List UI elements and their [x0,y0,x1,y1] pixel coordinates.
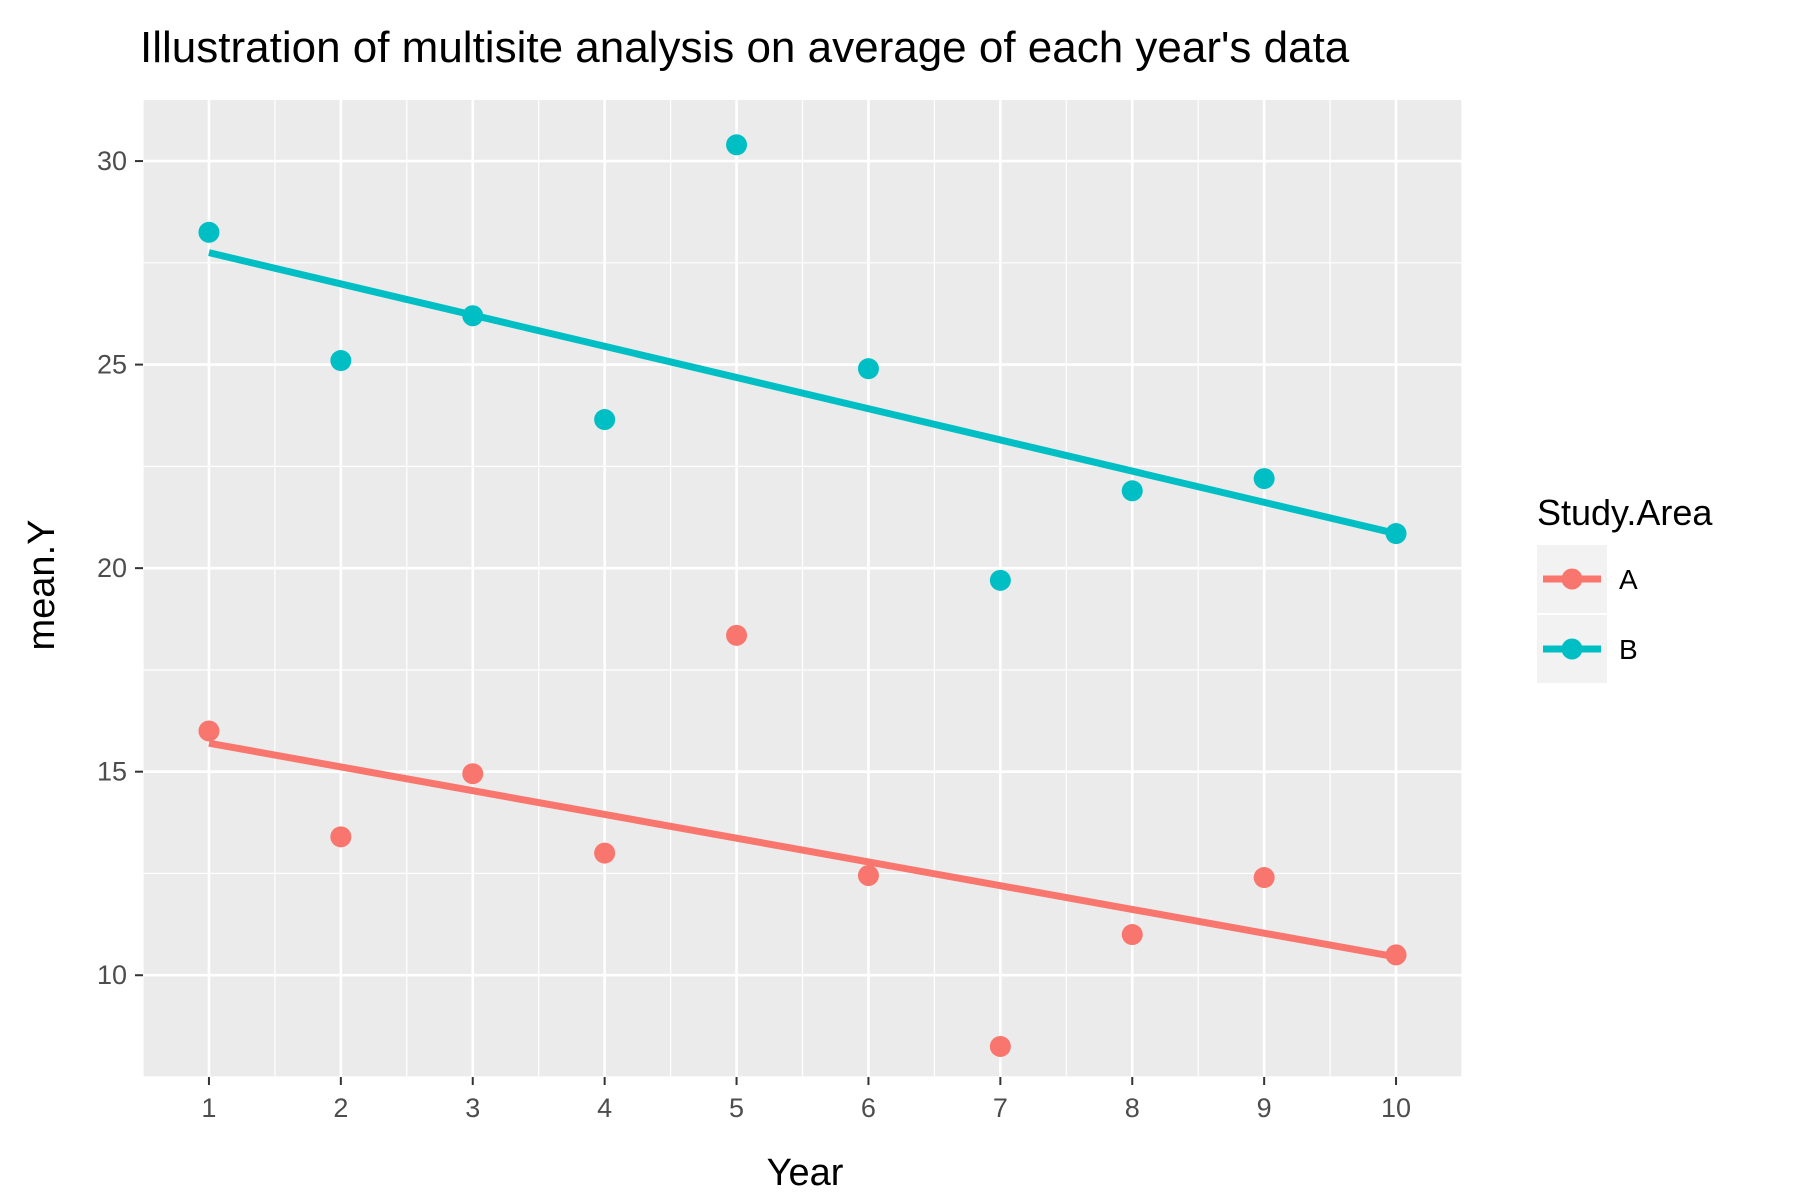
point-B [1385,523,1407,545]
x-tick-label: 2 [333,1093,348,1123]
chart-title: Illustration of multisite analysis on av… [140,23,1350,72]
point-A [989,1035,1011,1057]
legend-title: Study.Area [1537,492,1713,533]
point-B [1121,480,1143,502]
point-B [857,358,879,380]
data-points [198,134,1407,1057]
point-A [462,763,484,785]
x-tick-label: 10 [1381,1093,1411,1123]
point-A [330,826,352,848]
y-axis-title: mean.Y [21,520,63,651]
point-B [1253,468,1275,490]
fit-lines [208,249,1397,961]
y-tick-label: 30 [97,146,127,176]
minor-gridlines [142,100,1463,1078]
legend-point-A [1561,568,1583,590]
x-tick-label: 5 [729,1093,744,1123]
point-B [462,305,484,327]
y-tick-label: 10 [97,960,127,990]
y-tick-label: 25 [97,350,127,380]
x-axis: 1 2 3 4 5 6 7 8 9 10 [201,1077,1411,1123]
fit-line-A [208,739,1397,961]
point-A [857,864,879,886]
x-tick-label: 7 [993,1093,1008,1123]
legend-label-A: A [1619,564,1638,595]
x-tick-label: 4 [597,1093,612,1123]
point-A [198,720,220,742]
point-B [989,569,1011,591]
x-tick-label: 9 [1257,1093,1272,1123]
x-tick-label: 1 [201,1093,216,1123]
x-tick-label: 8 [1125,1093,1140,1123]
fit-line-B [208,249,1397,537]
point-A [1385,944,1407,966]
point-A [726,624,748,646]
legend: Study.Area A B [1537,492,1713,683]
y-tick-label: 15 [97,757,127,787]
y-axis: 10 15 20 25 30 [97,146,143,990]
point-B [594,409,616,431]
point-A [1253,867,1275,889]
y-tick-label: 20 [97,553,127,583]
point-B [198,221,220,243]
point-A [594,842,616,864]
point-B [726,134,748,156]
x-tick-label: 6 [861,1093,876,1123]
point-A [1121,924,1143,946]
legend-label-B: B [1619,634,1638,665]
point-B [330,350,352,372]
x-tick-label: 3 [465,1093,480,1123]
x-axis-title: Year [767,1152,844,1194]
legend-point-B [1561,638,1583,660]
